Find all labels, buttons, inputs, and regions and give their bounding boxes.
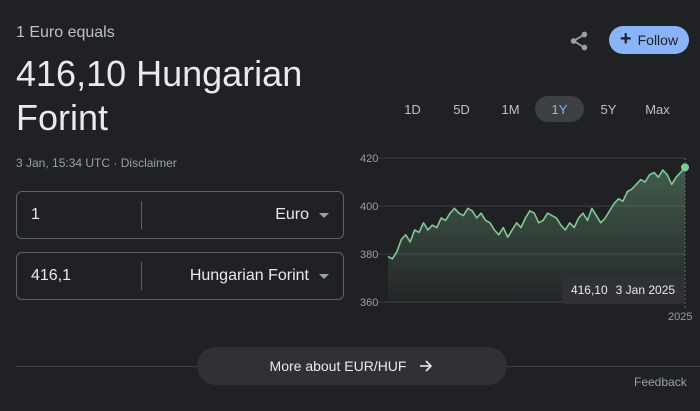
range-tab[interactable]: Max: [645, 101, 670, 117]
range-tab[interactable]: 5D: [453, 101, 470, 117]
share-icon[interactable]: [566, 28, 592, 54]
y-tick-label: 400: [360, 201, 378, 213]
exchange-rate-chart[interactable]: 420 400 380 360 2025: [350, 148, 700, 328]
more-about-button[interactable]: More about EUR/HUF: [197, 347, 507, 385]
chevron-down-icon: [319, 273, 329, 279]
follow-label: Follow: [637, 32, 679, 48]
range-tabs: 1D 5D 1M 1Y 5Y Max: [388, 96, 682, 122]
arrow-right-icon: [420, 360, 433, 372]
y-tick-label: 360: [360, 297, 378, 309]
x-tick-label: 2025: [668, 311, 692, 323]
plus-icon: +: [619, 28, 632, 50]
follow-button[interactable]: + Follow: [609, 26, 689, 54]
conversion-rate: 416,10 Hungarian Forint: [16, 53, 303, 138]
more-about-label: More about EUR/HUF: [269, 358, 407, 374]
conversion-subtitle: 1 Euro equals: [16, 24, 115, 41]
to-currency-select[interactable]: Hungarian Forint: [142, 267, 343, 285]
tooltip-value: 416,10: [570, 283, 608, 297]
from-currency-label: Euro: [275, 206, 309, 223]
to-converter-row: 416,1 Hungarian Forint: [16, 252, 344, 300]
chevron-down-icon: [319, 212, 329, 218]
to-amount-input[interactable]: 416,1: [31, 267, 72, 284]
from-converter-row: 1 Euro: [16, 191, 344, 239]
feedback-link[interactable]: Feedback: [634, 375, 687, 389]
meta-separator: ·: [110, 156, 121, 170]
range-tab[interactable]: 1Y: [535, 96, 584, 122]
series-area: [388, 167, 685, 302]
range-tab[interactable]: 1D: [404, 101, 421, 117]
y-tick-label: 380: [360, 249, 378, 261]
timestamp-line: 3 Jan, 15:34 UTC · Disclaimer: [16, 156, 177, 170]
series-line: [387, 166, 686, 260]
from-currency-select[interactable]: Euro: [142, 206, 343, 224]
converter-divider: [141, 201, 142, 229]
converter-divider: [141, 262, 142, 290]
last-point-marker: [681, 163, 689, 172]
tooltip-date: 3 Jan 2025: [615, 283, 676, 297]
y-tick-label: 420: [360, 153, 378, 165]
chart-tooltip: 416,10 3 Jan 2025: [562, 276, 684, 304]
from-amount-input[interactable]: 1: [31, 206, 40, 223]
range-tab[interactable]: 1M: [501, 101, 520, 117]
disclaimer-link[interactable]: Disclaimer: [120, 156, 177, 170]
timestamp: 3 Jan, 15:34 UTC: [16, 156, 111, 170]
to-currency-label: Hungarian Forint: [189, 267, 309, 284]
range-tab[interactable]: 5Y: [600, 101, 617, 117]
